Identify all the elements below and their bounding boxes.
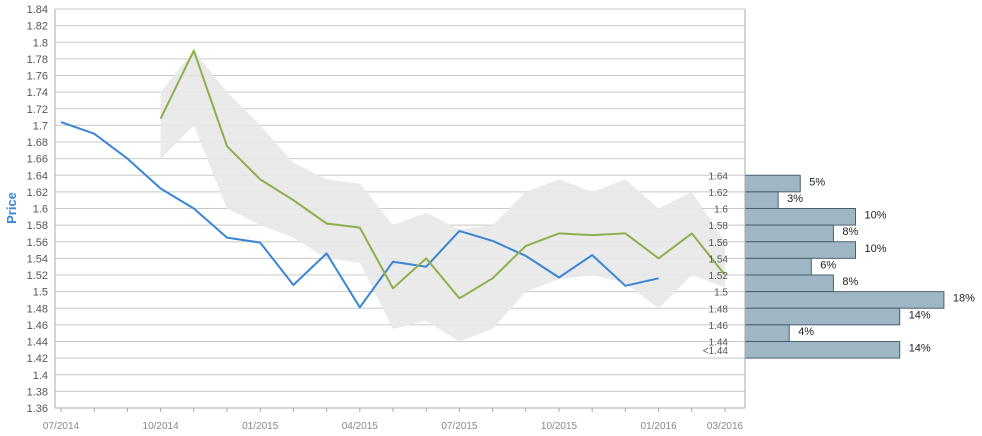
y-tick-label: 1.72 [27,104,48,116]
y-tick-label: 1.42 [27,353,48,365]
forecast-band [160,50,726,342]
x-tick-label: 01/2016 [641,421,678,432]
y-tick-label: 1.74 [27,87,48,99]
y-tick-label: 1.44 [27,337,48,349]
y-tick-label: 1.5 [33,287,48,299]
band-area [160,50,726,342]
histogram-bar [744,341,901,359]
y-tick-label: 1.82 [27,21,48,33]
histogram-bin-label: 1.52 [709,271,729,282]
y-tick-label: 1.56 [27,237,48,249]
histogram-bar [744,291,945,309]
histogram-bar [744,191,779,209]
y-tick-label: 1.46 [27,320,48,332]
histogram-percent-label: 10% [865,210,887,222]
histogram-bin-label: 1.46 [709,321,729,332]
histogram-percent-label: 4% [798,326,814,338]
histogram-bin-label: 1.64 [709,171,729,182]
axes: 1.84 1.82 1.8 1.78 1.76 1.74 1.72 1.7 1.68 1.66 1.… [27,4,746,432]
histogram-bin-label: 1.6 [714,205,728,216]
histogram-bin-label: 1.58 [709,221,729,232]
series-line-1 [60,121,659,309]
x-tick-label: 10/2014 [143,421,180,432]
histogram-percent-label: 10% [865,243,887,255]
y-tick-label: 1.58 [27,220,48,232]
histogram-bin-label: <1.44 [703,346,729,357]
y-tick-label: 1.62 [27,187,48,199]
histogram-bin-label: 1.56 [709,238,729,249]
y-tick-label: 1.48 [27,303,48,315]
y-tick-label: 1.84 [27,4,48,16]
histogram-bar [744,174,801,193]
histogram-percent-label: 5% [809,176,825,188]
x-tick-label: 07/2014 [43,421,80,432]
y-tick-label: 1.64 [27,170,48,182]
series-lines [60,49,726,309]
histogram-bin-label: 1.44 [709,338,729,349]
distribution-histogram: 1.64 5% 1.62 3% 1.6 10% 1.58 8% 1.56 10% 1.54 6% 1.5… [703,171,975,359]
histogram-percent-label: 18% [953,293,975,305]
histogram-bar [744,224,834,243]
y-tick-label: 1.38 [27,386,48,398]
histogram-percent-label: 8% [842,276,858,288]
histogram-bar [744,241,856,259]
y-tick-label: 1.6 [33,204,48,216]
histogram-bar [744,208,856,226]
histogram-bin-label: 1.62 [709,188,729,199]
x-tick-label: 04/2015 [342,421,379,432]
y-tick-label: 1.4 [33,370,48,382]
histogram-percent-label: 14% [909,309,931,321]
histogram-bar [744,307,901,326]
y-tick-label: 1.36 [27,403,48,415]
histogram-percent-label: 8% [842,226,858,238]
histogram-bar [744,257,812,276]
histogram-bin-label: 1.54 [709,254,729,265]
histogram-bar [744,324,790,342]
y-axis-label: Price [4,192,19,224]
histogram-percent-label: 3% [787,193,803,205]
x-tick-label: 10/2015 [541,421,578,432]
histogram-percent-label: 14% [909,343,931,355]
y-tick-label: 1.66 [27,154,48,166]
x-tick-label: 07/2015 [441,421,478,432]
series-line-2 [159,49,726,300]
y-tick-label: 1.7 [33,120,48,132]
histogram-bin-label: 1.48 [709,304,729,315]
y-tick-label: 1.76 [27,71,48,83]
y-tick-label: 1.52 [27,270,48,282]
histogram-bar [744,274,834,293]
y-tick-label: 1.68 [27,137,48,149]
x-tick-label: 03/2016 [707,421,744,432]
histogram-bin-label: 1.5 [714,288,728,299]
y-tick-label: 1.8 [33,37,48,49]
y-tick-label: 1.54 [27,253,48,265]
histogram-percent-label: 6% [820,259,836,271]
y-tick-label: 1.78 [27,54,48,66]
x-tick-label: 01/2015 [242,421,279,432]
